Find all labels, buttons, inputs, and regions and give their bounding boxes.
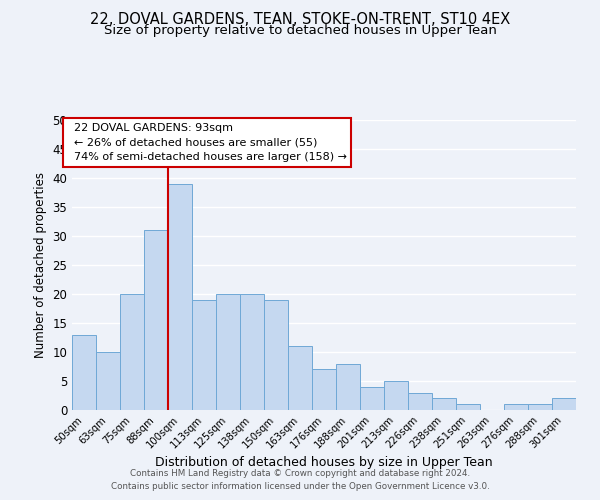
Bar — [528, 404, 552, 410]
Text: 22 DOVAL GARDENS: 93sqm
  ← 26% of detached houses are smaller (55)
  74% of sem: 22 DOVAL GARDENS: 93sqm ← 26% of detache… — [67, 123, 347, 162]
Bar — [144, 230, 168, 410]
Bar — [336, 364, 360, 410]
Bar — [72, 334, 96, 410]
Bar — [216, 294, 240, 410]
Bar — [120, 294, 144, 410]
Bar — [192, 300, 216, 410]
Bar — [552, 398, 576, 410]
Bar — [360, 387, 384, 410]
Text: 22, DOVAL GARDENS, TEAN, STOKE-ON-TRENT, ST10 4EX: 22, DOVAL GARDENS, TEAN, STOKE-ON-TRENT,… — [90, 12, 510, 28]
Bar — [384, 381, 408, 410]
Bar — [288, 346, 312, 410]
Y-axis label: Number of detached properties: Number of detached properties — [34, 172, 47, 358]
Bar — [168, 184, 192, 410]
Bar — [240, 294, 264, 410]
Bar — [456, 404, 480, 410]
Bar — [432, 398, 456, 410]
Text: Size of property relative to detached houses in Upper Tean: Size of property relative to detached ho… — [104, 24, 496, 37]
Bar — [264, 300, 288, 410]
Bar — [312, 370, 336, 410]
Text: Contains public sector information licensed under the Open Government Licence v3: Contains public sector information licen… — [110, 482, 490, 491]
Bar — [408, 392, 432, 410]
Text: Contains HM Land Registry data © Crown copyright and database right 2024.: Contains HM Land Registry data © Crown c… — [130, 468, 470, 477]
X-axis label: Distribution of detached houses by size in Upper Tean: Distribution of detached houses by size … — [155, 456, 493, 469]
Bar — [96, 352, 120, 410]
Bar — [504, 404, 528, 410]
